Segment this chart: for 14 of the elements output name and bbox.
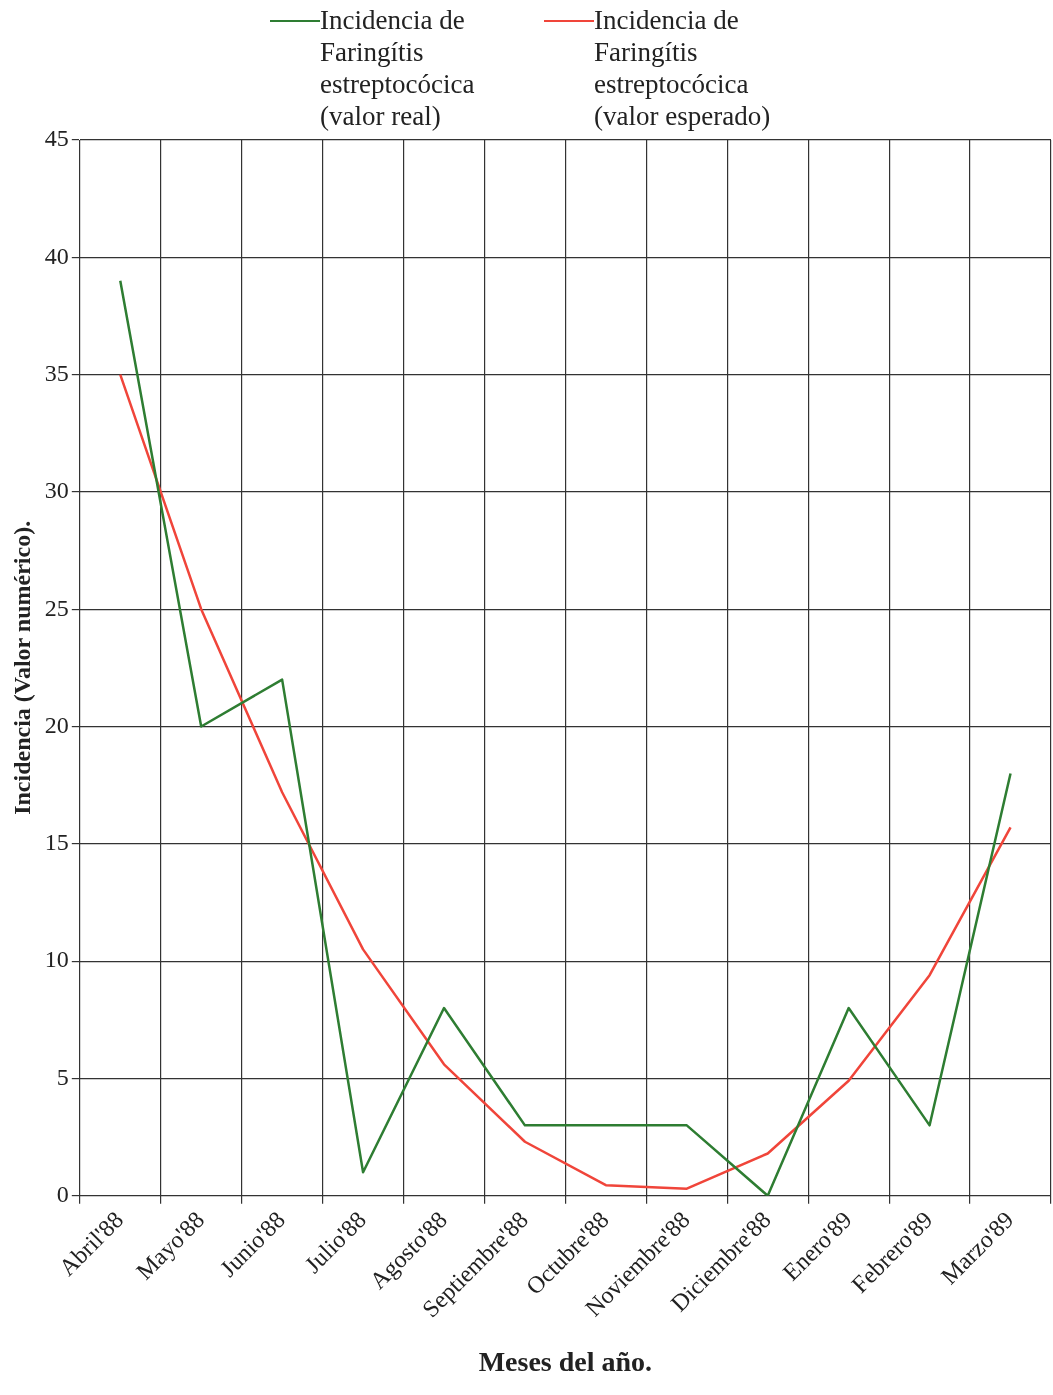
y-tick-label: 30 [44, 477, 69, 504]
y-axis-title: Incidencia (Valor numérico). [8, 520, 35, 815]
legend-label: Incidencia de Faringítis estreptocócica (valor esperado) [594, 4, 772, 132]
y-tick-label: 5 [56, 1063, 69, 1090]
y-tick-label: 35 [44, 359, 69, 386]
y-tick-label: 40 [44, 242, 69, 269]
y-tick-label: 0 [56, 1181, 69, 1208]
x-axis-title: Meses del año. [478, 1346, 653, 1378]
y-tick-label: 20 [44, 711, 69, 738]
y-tick-label: 45 [44, 125, 69, 152]
legend-label: Incidencia de Faringítis estreptocócica (valor real) [320, 4, 476, 132]
y-tick-label: 15 [44, 829, 69, 856]
y-tick-label: 10 [44, 946, 69, 973]
y-tick-label: 25 [44, 594, 69, 621]
